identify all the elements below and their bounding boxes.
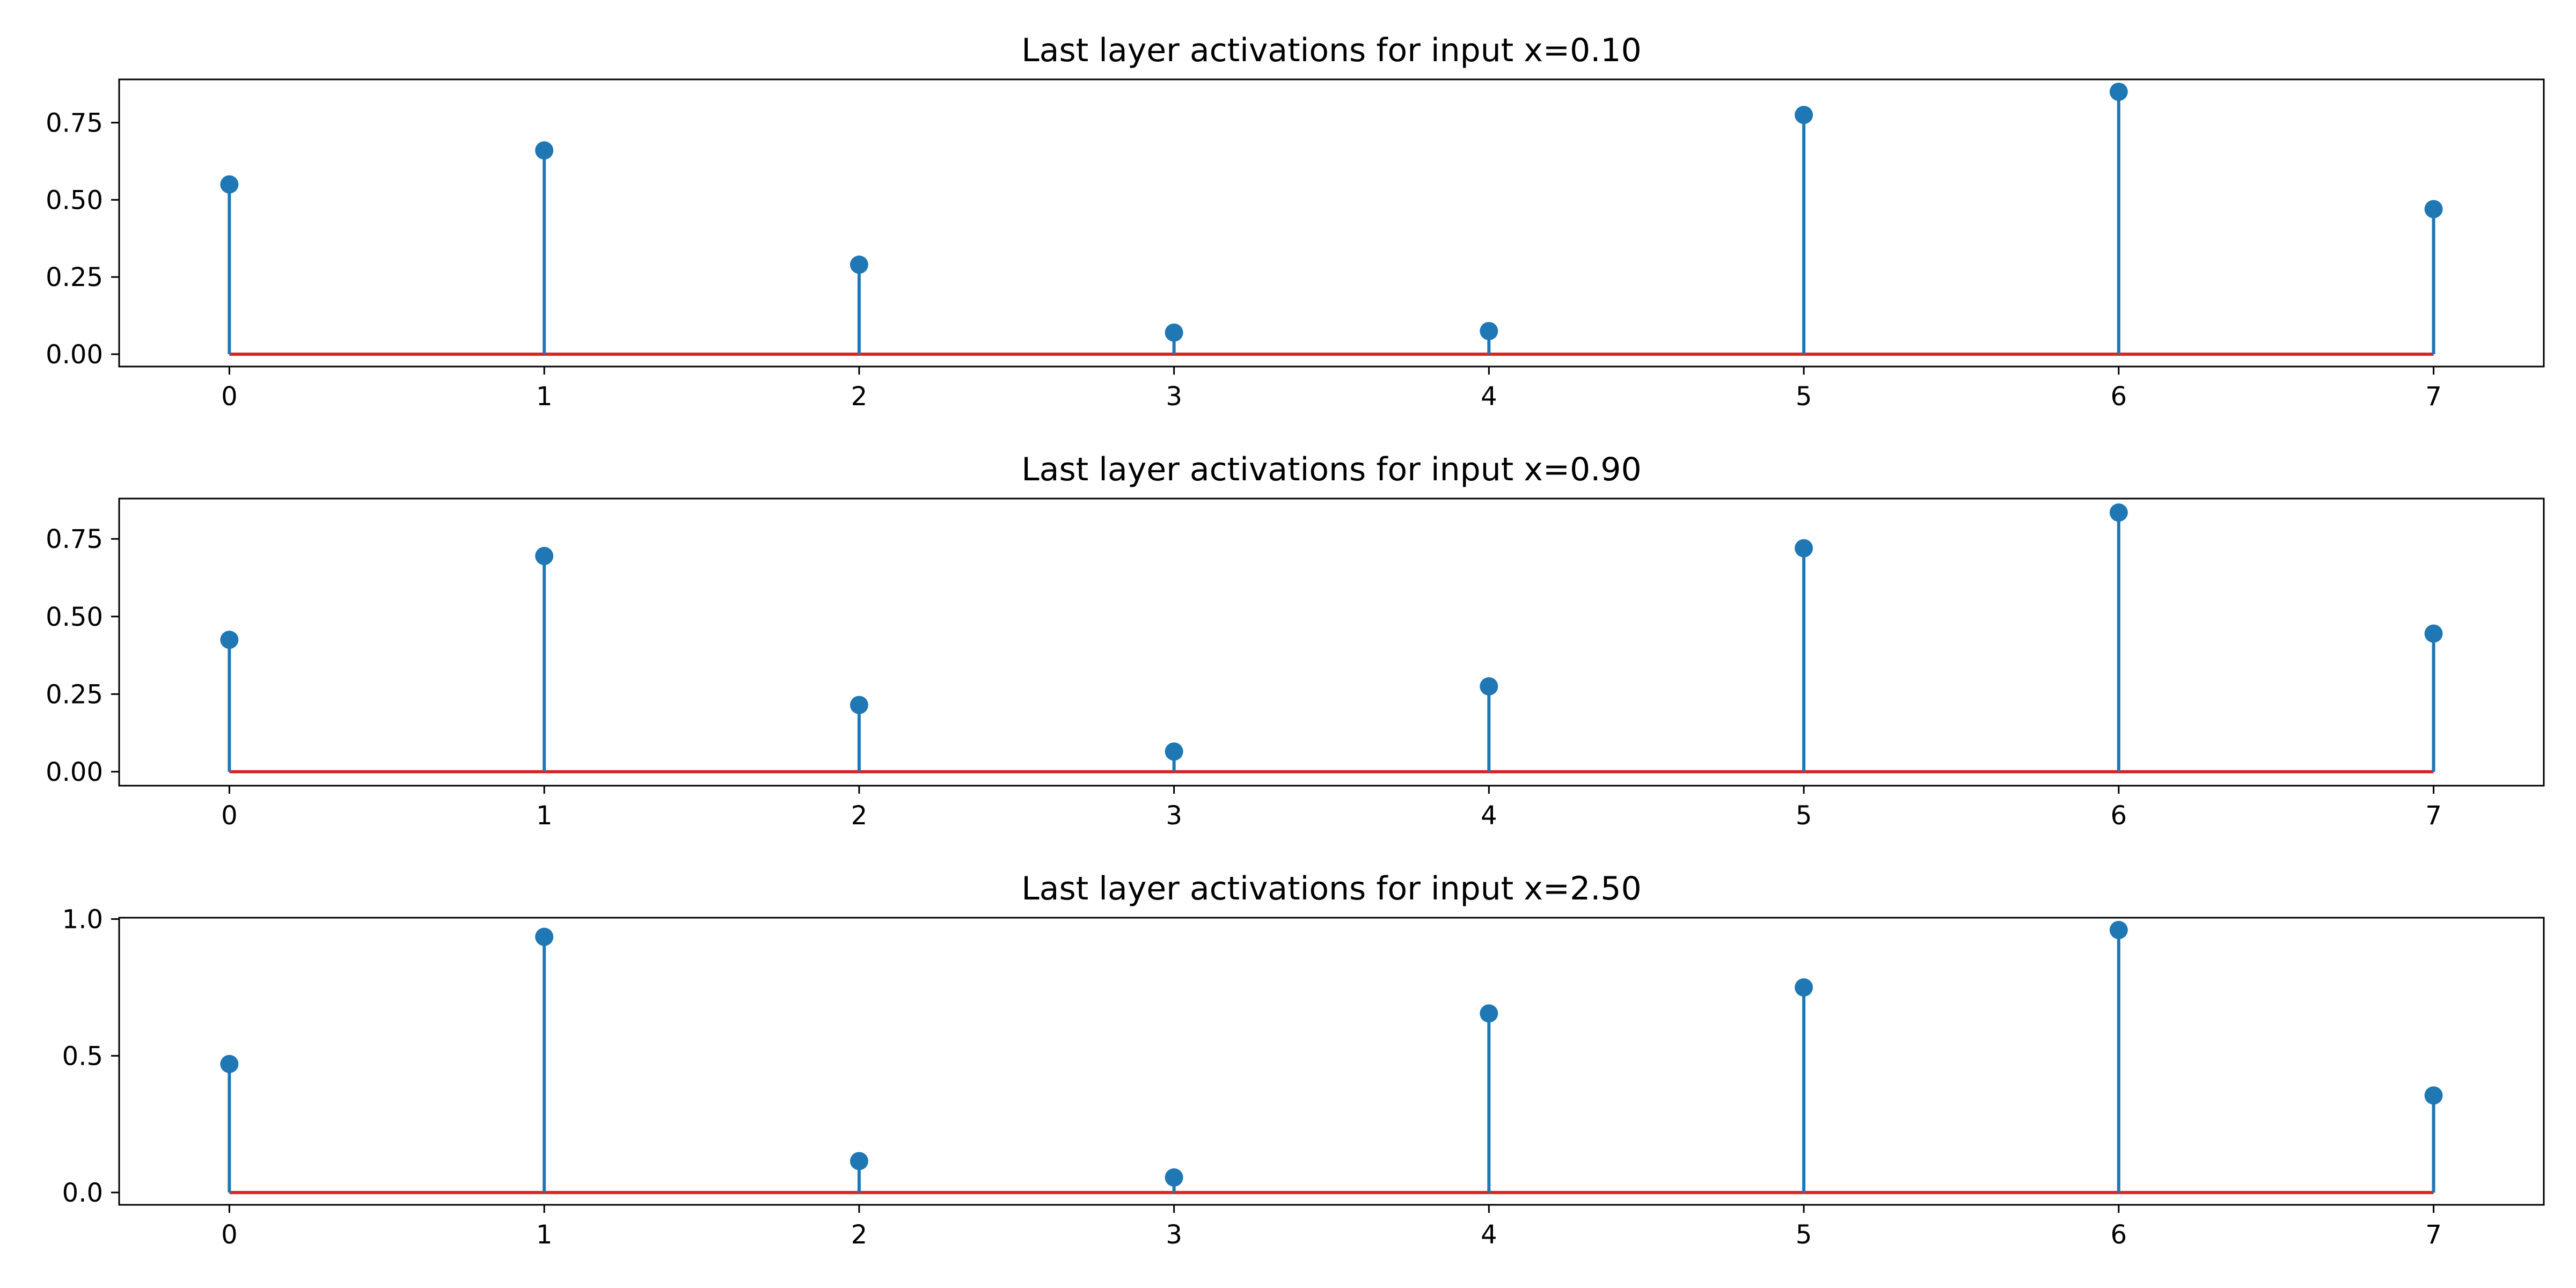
y-tick-label: 0.75 [46, 524, 103, 554]
x-tick-label: 2 [851, 1220, 868, 1250]
stem-marker [1165, 1168, 1183, 1187]
x-tick-label: 2 [851, 382, 868, 412]
subplot-title: Last layer activations for input x=0.10 [1021, 32, 1642, 69]
x-tick-label: 4 [1481, 801, 1497, 831]
y-tick-label: 0.25 [46, 679, 103, 709]
stem-marker [2424, 200, 2443, 218]
x-tick-label: 5 [1796, 382, 1812, 412]
x-tick-label: 4 [1481, 1220, 1497, 1250]
stem-marker [2109, 503, 2128, 522]
stem-marker [220, 175, 239, 194]
stem-marker [220, 1055, 239, 1073]
y-tick-label: 0.75 [46, 108, 103, 138]
x-tick-label: 6 [2111, 382, 2127, 412]
x-tick-label: 6 [2111, 801, 2127, 831]
axes-frame [118, 78, 2545, 368]
stem-marker [850, 255, 868, 274]
subplot-title: Last layer activations for input x=2.50 [1021, 870, 1642, 908]
x-tick-label: 3 [1166, 1220, 1182, 1250]
x-tick-label: 5 [1796, 801, 1812, 831]
stem-marker [1165, 323, 1183, 342]
y-tick-label: 0.50 [46, 185, 103, 215]
y-tick-label: 0.0 [62, 1178, 103, 1208]
axes-frame [118, 917, 2545, 1206]
x-tick-label: 1 [536, 382, 553, 412]
x-tick-label: 7 [2425, 801, 2442, 831]
stem-marker [2424, 624, 2443, 643]
x-tick-label: 4 [1481, 382, 1497, 412]
y-tick-label: 0.50 [46, 602, 103, 632]
stem-marker [1480, 321, 1498, 340]
stem-marker [2109, 83, 2128, 101]
x-tick-label: 5 [1796, 1220, 1812, 1250]
x-tick-label: 1 [536, 801, 553, 831]
stem-marker [1795, 978, 1813, 997]
stem-marker [220, 631, 239, 649]
stem-marker [2109, 920, 2128, 939]
subplot-1: Last layer activations for input x=0.10 0… [46, 32, 2545, 412]
stem-marker [2424, 1086, 2443, 1105]
stem-marker [1480, 677, 1498, 696]
stem-marker [850, 1152, 868, 1170]
x-tick-label: 6 [2111, 1220, 2127, 1250]
y-tick-label: 1.0 [62, 905, 103, 935]
x-tick-label: 3 [1166, 801, 1182, 831]
subplot-title: Last layer activations for input x=0.90 [1021, 451, 1642, 488]
subplot-2: Last layer activations for input x=0.90 0… [46, 451, 2545, 831]
y-tick-label: 0.5 [62, 1041, 103, 1071]
stem-marker [535, 927, 554, 946]
stem-marker [1165, 742, 1183, 761]
x-tick-label: 7 [2425, 1220, 2442, 1250]
x-tick-label: 7 [2425, 382, 2442, 412]
stem-marker [850, 696, 868, 714]
y-tick-label: 0.00 [46, 340, 103, 370]
x-tick-label: 1 [536, 1220, 553, 1250]
x-tick-label: 3 [1166, 382, 1182, 412]
stem-marker [1795, 539, 1813, 558]
axes-frame [118, 497, 2545, 787]
subplot-3: Last layer activations for input x=2.50 0… [62, 870, 2545, 1250]
y-tick-label: 0.25 [46, 262, 103, 292]
x-tick-label: 2 [851, 801, 868, 831]
stem-marker [1480, 1004, 1498, 1023]
x-tick-label: 0 [221, 382, 238, 412]
y-tick-label: 0.00 [46, 757, 103, 787]
stem-marker [1795, 106, 1813, 125]
x-tick-label: 0 [221, 1220, 238, 1250]
stem-marker [535, 547, 554, 565]
stem-marker [535, 141, 554, 160]
x-tick-label: 0 [221, 801, 238, 831]
